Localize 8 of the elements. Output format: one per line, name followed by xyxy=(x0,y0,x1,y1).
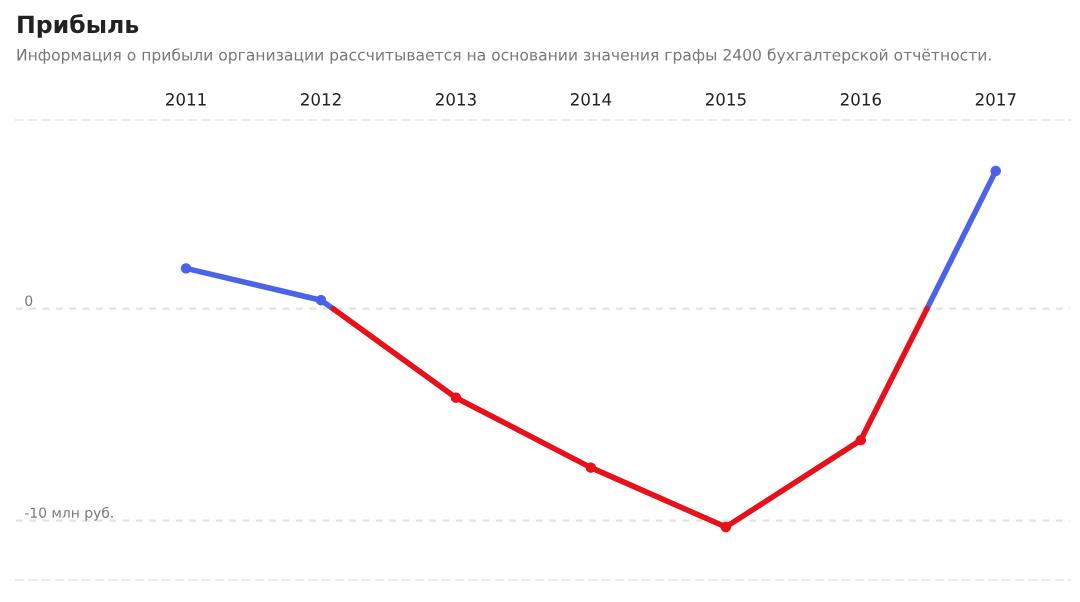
x-tick-label: 2014 xyxy=(570,93,612,106)
x-tick-label: 2012 xyxy=(301,93,341,106)
chart-title: Прибыль xyxy=(18,14,139,38)
x-tick-label: 2017 xyxy=(975,93,1016,106)
x-tick-label: 2016 xyxy=(840,93,881,106)
x-tick-label: 2011 xyxy=(166,93,206,106)
x-tick-label: 2013 xyxy=(435,93,476,106)
x-tick-label: 2015 xyxy=(705,93,746,106)
